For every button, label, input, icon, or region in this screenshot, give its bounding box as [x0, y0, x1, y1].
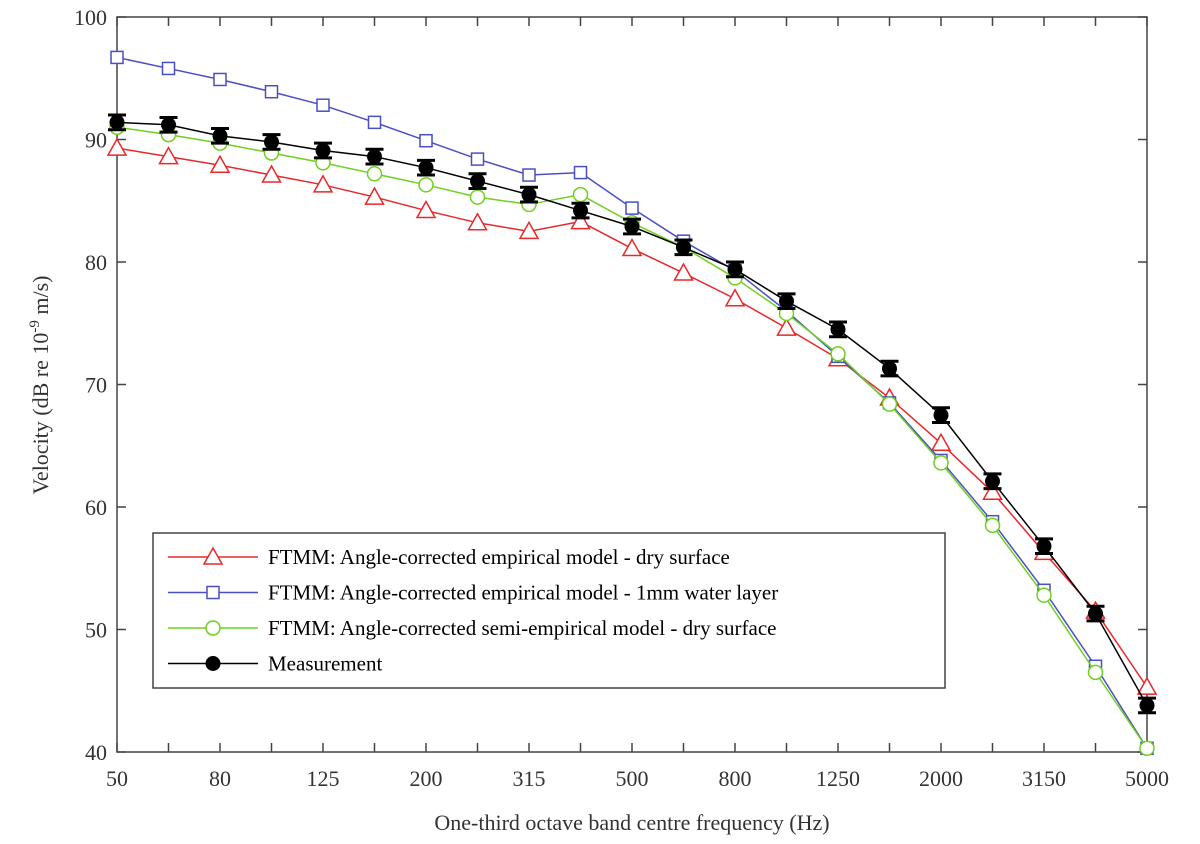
filled-circle-marker — [1036, 538, 1052, 554]
x-tick-label: 1250 — [816, 766, 860, 791]
x-tick-label: 3150 — [1022, 766, 1066, 791]
circle-marker — [469, 189, 486, 205]
triangle-marker — [158, 146, 179, 165]
square-marker — [470, 152, 485, 166]
x-tick-label: 500 — [616, 766, 649, 791]
series-0 — [106, 137, 1158, 695]
square-marker — [161, 61, 176, 76]
filled-circle-marker — [624, 218, 640, 234]
x-tick-label: 200 — [410, 766, 443, 791]
square-marker — [213, 72, 227, 87]
filled-circle-marker — [676, 239, 691, 255]
triangle-marker — [982, 481, 1003, 501]
filled-circle-marker — [264, 134, 279, 150]
circle-marker — [881, 396, 898, 412]
y-axis-label: Velocity (dB re 10-9 m/s) — [27, 275, 53, 494]
legend-entry: FTMM: Angle-corrected semi-empirical mod… — [268, 616, 777, 640]
filled-circle-marker — [315, 143, 331, 159]
x-tick-label: 50 — [106, 766, 128, 791]
x-axis-label: One-third octave band centre frequency (… — [434, 810, 829, 835]
series-3 — [108, 113, 1156, 715]
circle-marker — [1139, 740, 1155, 757]
triangle-marker — [518, 220, 540, 240]
triangle-marker — [467, 212, 488, 231]
square-marker — [110, 50, 124, 65]
square-marker — [206, 585, 220, 600]
filled-circle-marker — [1139, 697, 1155, 713]
square-marker — [316, 98, 330, 112]
filled-circle-marker — [933, 407, 949, 423]
square-marker — [419, 133, 433, 148]
legend: FTMM: Angle-corrected empirical model - … — [152, 532, 946, 689]
filled-circle-marker — [418, 160, 434, 176]
triangle-marker — [202, 546, 224, 565]
triangle-marker — [776, 317, 797, 336]
y-tick-label: 70 — [85, 373, 107, 398]
square-marker — [367, 115, 382, 130]
filled-circle-marker — [212, 128, 228, 144]
triangle-marker — [1136, 676, 1158, 695]
square-marker — [573, 165, 588, 180]
y-tick-label: 90 — [85, 128, 107, 153]
filled-circle-marker — [573, 203, 588, 219]
triangle-marker — [570, 211, 591, 230]
triangle-marker — [209, 154, 231, 173]
square-marker — [522, 168, 536, 182]
x-tick-label: 80 — [209, 766, 231, 791]
filled-circle-marker — [161, 117, 176, 133]
circle-marker — [205, 620, 221, 636]
y-tick-label: 100 — [74, 5, 107, 30]
x-tick-label: 2000 — [919, 766, 963, 791]
filled-circle-marker — [109, 114, 125, 130]
circle-marker — [830, 346, 846, 362]
legend-entry: Measurement — [268, 652, 382, 676]
circle-marker — [933, 455, 949, 471]
y-tick-label: 80 — [85, 250, 107, 275]
filled-circle-marker — [205, 656, 221, 671]
triangle-marker — [364, 186, 385, 205]
filled-circle-marker — [779, 293, 794, 309]
legend-box — [152, 532, 946, 689]
filled-circle-marker — [367, 149, 382, 165]
square-marker — [264, 84, 279, 99]
circle-marker — [572, 186, 589, 203]
x-tick-label: 315 — [513, 766, 546, 791]
y-tick-label: 50 — [85, 618, 107, 643]
filled-circle-marker — [985, 473, 1000, 489]
triangle-marker — [312, 174, 334, 193]
triangle-marker — [673, 262, 694, 281]
circle-marker — [984, 517, 1001, 534]
legend-entry: FTMM: Angle-corrected empirical model - … — [268, 581, 778, 605]
legend-entry: FTMM: Angle-corrected empirical model - … — [268, 545, 730, 569]
square-marker — [625, 201, 639, 215]
y-tick-label: 60 — [85, 495, 107, 520]
filled-circle-marker — [727, 261, 743, 277]
triangle-marker — [621, 237, 643, 257]
filled-circle-marker — [882, 361, 897, 377]
filled-circle-marker — [830, 321, 846, 337]
x-tick-label: 5000 — [1125, 766, 1169, 791]
filled-circle-marker — [1088, 606, 1103, 622]
x-tick-label: 800 — [719, 766, 752, 791]
x-tick-label: 125 — [307, 766, 340, 791]
circle-marker — [366, 166, 383, 182]
filled-circle-marker — [470, 173, 485, 189]
circle-marker — [1036, 587, 1052, 603]
triangle-marker — [724, 288, 746, 307]
y-tick-label: 40 — [85, 740, 107, 765]
triangle-marker — [415, 200, 437, 219]
circle-marker — [1087, 664, 1104, 681]
circle-marker — [418, 177, 434, 193]
triangle-marker — [930, 432, 952, 452]
triangle-marker — [106, 137, 128, 156]
filled-circle-marker — [521, 187, 537, 203]
triangle-marker — [261, 164, 282, 183]
